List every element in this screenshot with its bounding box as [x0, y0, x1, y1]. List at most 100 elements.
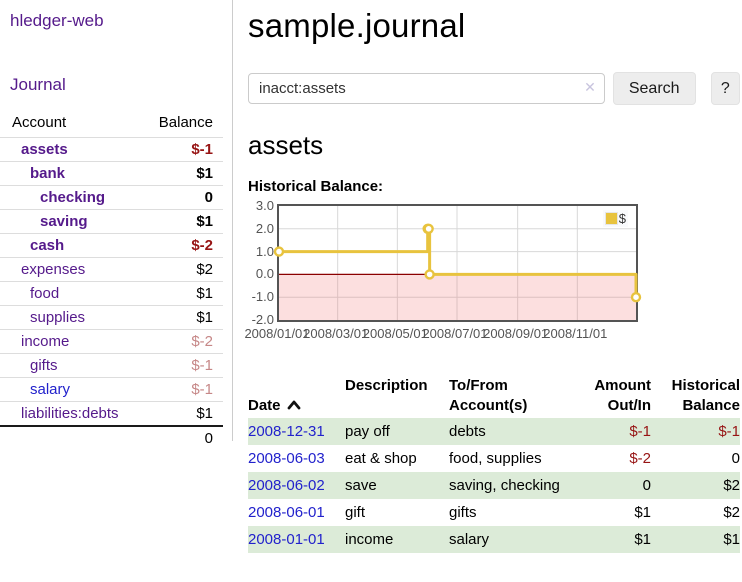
account-row-liabilities-debts: liabilities:debts $1: [0, 401, 223, 426]
search-button[interactable]: Search: [612, 72, 696, 105]
register-header-description: Description: [345, 377, 428, 394]
transaction-description: income: [345, 531, 394, 548]
transaction-balance: $2: [723, 504, 740, 521]
help-button[interactable]: ?: [710, 72, 740, 105]
account-link-food[interactable]: food: [30, 285, 60, 302]
transaction-balance: $1: [723, 531, 740, 548]
accounts-header-row: Account Balance: [0, 110, 223, 138]
account-link-supplies[interactable]: supplies: [30, 309, 86, 326]
x-axis-tick-label: 2008/11/01: [543, 326, 608, 341]
account-row-salary: salary $-1: [0, 377, 223, 402]
account-row-expenses: expenses $2: [0, 257, 223, 282]
transaction-amount: $1: [634, 531, 651, 548]
clear-search-icon[interactable]: ✕: [584, 79, 596, 95]
register-row: 2008-06-03 eat & shop food, supplies $-2…: [248, 445, 740, 472]
account-row-checking: checking 0: [0, 185, 223, 210]
account-balance-bank: $1: [135, 161, 223, 186]
transaction-description: save: [345, 477, 377, 494]
transaction-accounts: food, supplies: [449, 450, 542, 467]
account-link-salary[interactable]: salary: [30, 381, 71, 398]
register-header-date[interactable]: Date: [248, 374, 345, 418]
chart-heading: Historical Balance:: [248, 178, 384, 195]
transaction-accounts: saving, checking: [449, 477, 560, 494]
transaction-accounts: gifts: [449, 504, 477, 521]
search-input[interactable]: [248, 73, 605, 104]
register-row: 2008-06-01 gift gifts $1 $2: [248, 499, 740, 526]
account-balance-expenses: $2: [135, 257, 223, 282]
register-header-amount: Amount Out/In: [594, 377, 651, 414]
transaction-date-link[interactable]: 2008-01-01: [248, 531, 325, 548]
x-axis-tick-label: 2008/03/01: [303, 326, 369, 341]
transaction-date-link[interactable]: 2008-12-31: [248, 423, 325, 440]
accounts-total-value: 0: [135, 425, 223, 450]
chart-plot-area: $: [273, 204, 642, 322]
y-axis-tick-label: 1.0: [255, 243, 274, 259]
account-link-checking[interactable]: checking: [40, 189, 106, 206]
x-axis-tick-label: 2008/01/01: [244, 326, 310, 341]
x-axis-tick-label: 2008/09/01: [483, 326, 549, 341]
sort-ascending-icon: [287, 400, 300, 410]
transaction-amount: $1: [634, 504, 651, 521]
account-link-liabilities-debts[interactable]: liabilities:debts: [21, 405, 119, 422]
chart-canvas: [273, 206, 642, 320]
account-row-food: food $1: [0, 281, 223, 306]
account-balance-food: $1: [135, 281, 223, 306]
register-row: 2008-12-31 pay off debts $-1 $-1: [248, 418, 740, 445]
page-title: sample.journal: [248, 7, 466, 44]
account-link-assets[interactable]: assets: [21, 141, 68, 158]
transaction-description: gift: [345, 504, 366, 521]
transaction-balance: 0: [731, 450, 740, 467]
transaction-description: eat & shop: [345, 450, 417, 467]
y-axis-tick-label: -1.0: [251, 289, 274, 305]
y-axis-tick-label: -2.0: [251, 312, 274, 327]
y-axis-tick-label: 3.0: [255, 198, 274, 213]
register-header-date-label: Date: [248, 397, 281, 414]
register-header-balance: Historical Balance: [671, 377, 740, 414]
transaction-date-link[interactable]: 2008-06-01: [248, 504, 325, 521]
account-link-saving[interactable]: saving: [40, 213, 88, 230]
transaction-amount: $-2: [629, 450, 651, 467]
search-form: ✕ Search ?: [248, 72, 740, 105]
account-balance-salary: $-1: [135, 377, 223, 402]
account-balance-cash: $-2: [135, 233, 223, 258]
y-axis-tick-label: 0.0: [255, 266, 274, 282]
accounts-total-row: 0: [0, 425, 223, 450]
register-row: 2008-06-02 save saving, checking 0 $2: [248, 472, 740, 499]
account-row-assets: assets $-1: [0, 137, 223, 162]
account-balance-income: $-2: [135, 329, 223, 354]
transaction-balance: $2: [723, 477, 740, 494]
historical-balance-chart: $ 3.0 2.0 1.0 0.0 -1.0 -2.0 2008/01/01 2008/03…: [244, 199, 740, 346]
search-input-wrap: ✕: [248, 73, 605, 104]
account-balance-liabilities-debts: $1: [135, 401, 223, 426]
account-row-saving: saving $1: [0, 209, 223, 234]
sidebar: hledger-web Journal Account Balance asse…: [0, 0, 233, 450]
nav-journal-link[interactable]: Journal: [10, 75, 66, 94]
register-table: Date Description To/From Account(s) Amou…: [248, 374, 740, 553]
account-row-supplies: supplies $1: [0, 305, 223, 330]
app-title-link[interactable]: hledger-web: [10, 11, 104, 30]
transaction-accounts: debts: [449, 423, 486, 440]
account-row-income: income $-2: [0, 329, 223, 354]
y-axis-tick-label: 2.0: [255, 220, 274, 236]
transaction-date-link[interactable]: 2008-06-02: [248, 477, 325, 494]
transaction-date-link[interactable]: 2008-06-03: [248, 450, 325, 467]
transaction-balance: $-1: [718, 423, 740, 440]
accounts-header-balance: Balance: [158, 114, 213, 131]
account-balance-gifts: $-1: [135, 353, 223, 378]
accounts-table: Account Balance assets $-1 bank $1 check…: [0, 110, 223, 450]
x-axis-tick-label: 2008/07/01: [422, 326, 488, 341]
account-link-expenses[interactable]: expenses: [21, 261, 86, 278]
transaction-amount: $-1: [629, 423, 651, 440]
account-link-cash[interactable]: cash: [30, 237, 65, 254]
main-content: sample.journal ✕ Search ? assets Histori…: [244, 0, 740, 553]
account-link-income[interactable]: income: [21, 333, 70, 350]
register-row: 2008-01-01 income salary $1 $1: [248, 526, 740, 553]
account-balance-checking: 0: [135, 185, 223, 210]
account-link-bank[interactable]: bank: [30, 165, 66, 182]
account-link-gifts[interactable]: gifts: [30, 357, 58, 374]
account-row-bank: bank $1: [0, 161, 223, 186]
transaction-amount: 0: [642, 477, 651, 494]
account-row-gifts: gifts $-1: [0, 353, 223, 378]
register-header-row: Date Description To/From Account(s) Amou…: [248, 374, 740, 418]
x-axis-tick-label: 2008/05/01: [362, 326, 428, 341]
